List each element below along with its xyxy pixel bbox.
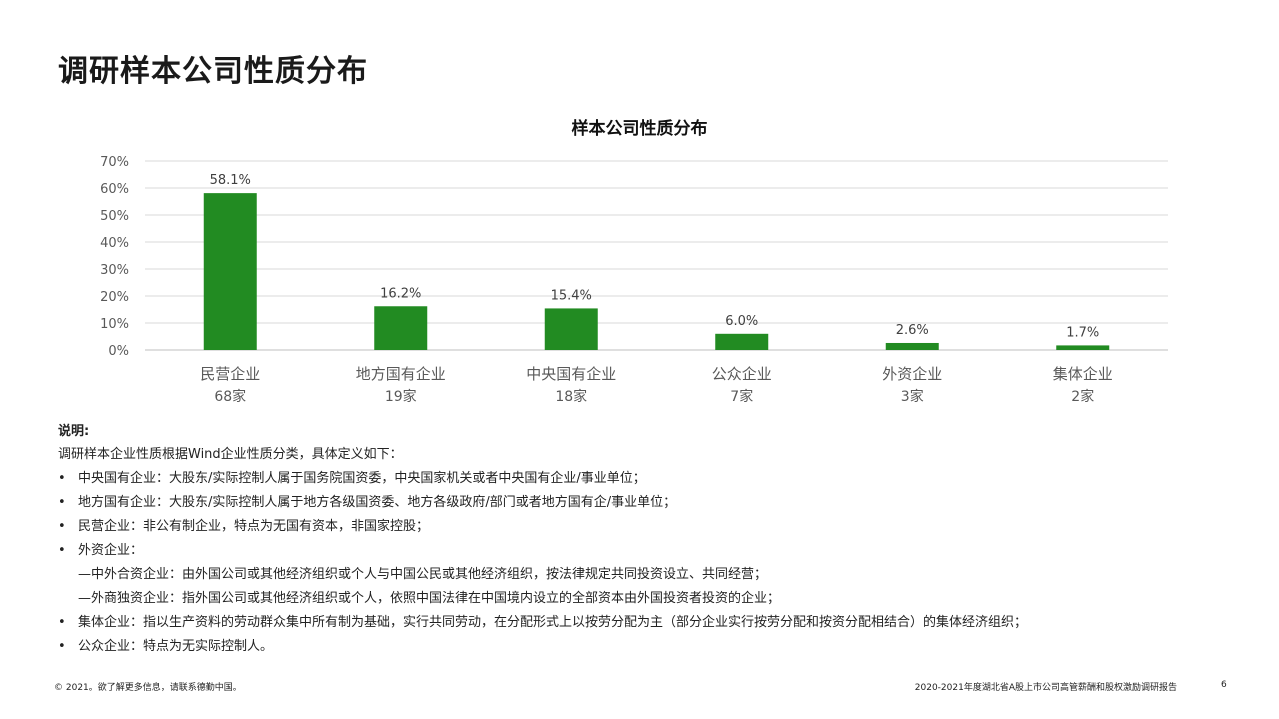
notes-item: • 外资企业： — [58, 539, 1238, 563]
bullet-icon: • — [58, 543, 66, 558]
notes-item-text: 地方国有企业：大股东/实际控制人属于地方各级国资委、地方各级政府/部门或者地方国… — [78, 495, 677, 510]
x-tick-count: 3家 — [901, 388, 924, 405]
notes-item-text: —外商独资企业：指外国公司或其他经济组织或个人，依照中国法律在中国境内设立的全部… — [78, 591, 781, 606]
notes-section: 说明: 调研样本企业性质根据Wind企业性质分类，具体定义如下： • 中央国有企业… — [58, 421, 1238, 659]
notes-item-text: 外资企业： — [78, 543, 144, 558]
notes-item-text: 中央国有企业：大股东/实际控制人属于国务院国资委，中央国家机关或者中央国有企业/… — [78, 471, 646, 486]
x-tick-label: 外资企业 — [882, 365, 942, 383]
bar — [203, 193, 257, 350]
notes-item: • 地方国有企业：大股东/实际控制人属于地方各级国资委、地方各级政府/部门或者地方… — [58, 491, 1238, 515]
data-label: 2.6% — [896, 323, 929, 338]
x-tick-count: 2家 — [1071, 388, 1094, 405]
notes-item-text: —中外合资企业：由外国公司或其他经济组织或个人与中国公民或其他经济组织，按法律规… — [78, 567, 768, 582]
x-tick-label: 民营企业 — [200, 365, 260, 383]
y-tick-label: 50% — [100, 209, 129, 224]
x-tick-count: 68家 — [214, 388, 246, 405]
y-tick-label: 30% — [100, 263, 129, 278]
bar — [715, 333, 769, 350]
page-title: 调研样本公司性质分布 — [58, 54, 368, 89]
data-label: 1.7% — [1066, 325, 1099, 340]
data-label: 6.0% — [725, 314, 758, 329]
notes-item-text: 集体企业：指以生产资料的劳动群众集中所有制为基础，实行共同劳动，在分配形式上以按… — [78, 615, 1028, 630]
y-tick-label: 20% — [100, 290, 129, 305]
notes-item: • 民营企业：非公有制企业，特点为无国有资本，非国家控股； — [58, 515, 1238, 539]
data-label: 15.4% — [551, 288, 592, 303]
notes-intro: 调研样本企业性质根据Wind企业性质分类，具体定义如下： — [58, 447, 403, 462]
notes-subitem: —中外合资企业：由外国公司或其他经济组织或个人与中国公民或其他经济组织，按法律规… — [58, 563, 1238, 587]
bar — [885, 342, 939, 350]
notes-list: • 中央国有企业：大股东/实际控制人属于国务院国资委，中央国家机关或者中央国有企业… — [58, 467, 1238, 659]
bar — [1056, 345, 1110, 350]
notes-item-text: 公众企业：特点为无实际控制人。 — [78, 639, 274, 654]
footer-copyright: © 2021。欲了解更多信息，请联系德勤中国。 — [54, 683, 242, 693]
notes-item: • 公众企业：特点为无实际控制人。 — [58, 635, 1238, 659]
bullet-icon: • — [58, 519, 66, 534]
x-tick-count: 18家 — [555, 388, 587, 405]
notes-item: • 中央国有企业：大股东/实际控制人属于国务院国资委，中央国家机关或者中央国有企业… — [58, 467, 1238, 491]
x-tick-label: 集体企业 — [1053, 365, 1113, 383]
x-tick-count: 19家 — [385, 388, 417, 405]
y-tick-label: 10% — [100, 317, 129, 332]
y-tick-label: 60% — [100, 182, 129, 197]
bar-chart: 0% 10% 20% 30% 40% 50% 60% 70% 58.1% 民营企业 68家 16.2%… — [100, 155, 1168, 405]
x-tick-label: 公众企业 — [712, 365, 772, 383]
bar — [374, 306, 428, 350]
data-label: 16.2% — [380, 286, 421, 301]
y-tick-label: 40% — [100, 236, 129, 251]
notes-subitem: —外商独资企业：指外国公司或其他经济组织或个人，依照中国法律在中国境内设立的全部… — [58, 587, 1238, 611]
footer-report-title: 2020-2021年度湖北省A股上市公司高管薪酬和股权激励调研报告 — [914, 683, 1177, 693]
bullet-icon: • — [58, 471, 66, 486]
x-tick-count: 7家 — [730, 388, 753, 405]
y-tick-label: 70% — [100, 155, 129, 170]
bullet-icon: • — [58, 495, 66, 510]
y-tick-label: 0% — [108, 344, 129, 359]
bullet-icon: • — [58, 615, 66, 630]
page-number: 6 — [1221, 680, 1227, 690]
x-tick-label: 中央国有企业 — [526, 365, 616, 383]
data-label: 58.1% — [210, 173, 251, 188]
bar — [544, 308, 598, 350]
x-tick-label: 地方国有企业 — [356, 365, 446, 383]
chart-title: 样本公司性质分布 — [571, 119, 708, 139]
notes-item: • 集体企业：指以生产资料的劳动群众集中所有制为基础，实行共同劳动，在分配形式上以… — [58, 611, 1238, 635]
notes-label: 说明: — [58, 424, 90, 439]
bullet-icon: • — [58, 639, 66, 654]
notes-item-text: 民营企业：非公有制企业，特点为无国有资本，非国家控股； — [78, 519, 430, 534]
